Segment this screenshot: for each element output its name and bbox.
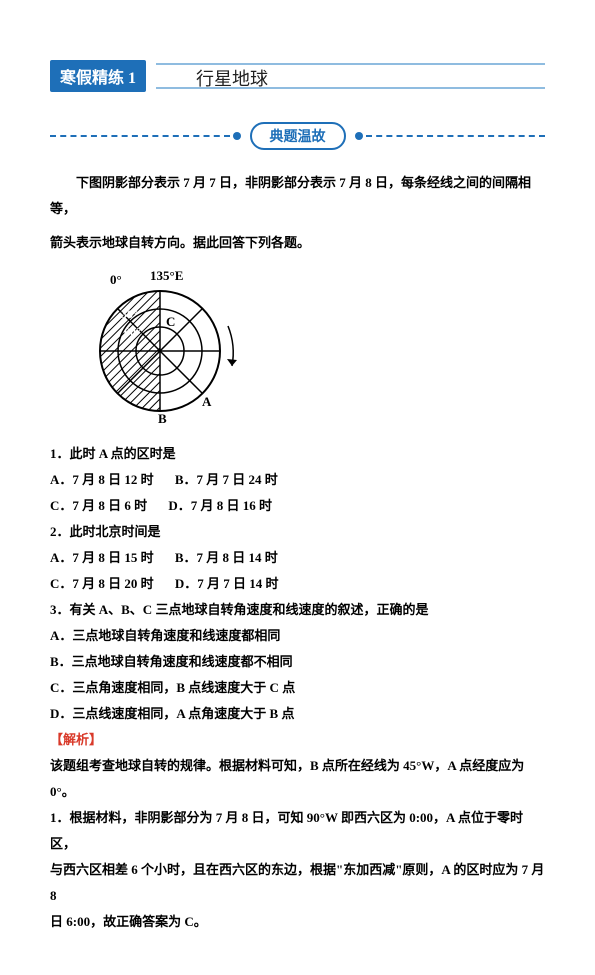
q3-option-a: A．三点地球自转角速度和线速度都相同 (50, 623, 545, 649)
q3-option-c: C．三点角速度相同，B 点线速度大于 C 点 (50, 675, 545, 701)
page-header: 寒假精练 1 行星地球 (50, 60, 545, 92)
q1-option-b: B．7 月 7 日 24 时 (175, 467, 278, 493)
q2-option-a: A．7 月 8 日 15 时 (50, 545, 154, 571)
q2-option-c: C．7 月 8 日 20 时 (50, 571, 154, 597)
q2-options-row1: A．7 月 8 日 15 时 B．7 月 8 日 14 时 (50, 545, 545, 571)
section-divider: 典题温故 (50, 122, 545, 150)
q3-option-d: D．三点线速度相同，A 点角速度大于 B 点 (50, 701, 545, 727)
q2-option-b: B．7 月 8 日 14 时 (175, 545, 278, 571)
analysis-p2: 1．根据材料，非阴影部分为 7 月 8 日，可知 90°W 即西六区为 0:00… (50, 805, 545, 857)
analysis-p1: 该题组考查地球自转的规律。根据材料可知，B 点所在经线为 45°W，A 点经度应… (50, 753, 545, 805)
analysis-p3: 与西六区相差 6 个小时，且在西六区的东边，根据"东加西减"原则，A 的区时应为… (50, 857, 545, 909)
bullet-icon (233, 132, 241, 140)
label-B: B (158, 411, 167, 426)
intro-line-2: 箭头表示地球自转方向。据此回答下列各题。 (50, 230, 545, 256)
analysis-label: 【解析】 (50, 727, 545, 753)
q1-option-a: A．7 月 8 日 12 时 (50, 467, 154, 493)
badge: 寒假精练 1 (50, 60, 146, 92)
label-30: 30° (121, 307, 138, 321)
q2-option-d: D．7 月 7 日 14 时 (175, 571, 279, 597)
intro-line-1: 下图阴影部分表示 7 月 7 日，非阴影部分表示 7 月 8 日，每条经线之间的… (50, 170, 545, 222)
divider-right (366, 135, 546, 137)
bullet-icon (355, 132, 363, 140)
section-label: 典题温故 (250, 122, 346, 150)
q1-option-d: D．7 月 8 日 16 时 (168, 493, 272, 519)
label-60: 60° (124, 325, 141, 339)
q2-options-row2: C．7 月 8 日 20 时 D．7 月 7 日 14 时 (50, 571, 545, 597)
q3-option-b: B．三点地球自转角速度和线速度都不相同 (50, 649, 545, 675)
page-title: 行星地球 (196, 65, 268, 91)
label-135e: 135°E (150, 268, 183, 283)
earth-rotation-diagram: 0° 135°E 30° 60° C B A (80, 266, 545, 431)
label-C: C (166, 314, 175, 329)
q3-stem: 3．有关 A、B、C 三点地球自转角速度和线速度的叙述，正确的是 (50, 597, 545, 623)
q1-stem: 1．此时 A 点的区时是 (50, 441, 545, 467)
divider-left (50, 135, 230, 137)
q2-stem: 2．此时北京时间是 (50, 519, 545, 545)
q1-options-row1: A．7 月 8 日 12 时 B．7 月 7 日 24 时 (50, 467, 545, 493)
rotation-arrow-icon (227, 359, 237, 366)
label-A: A (202, 394, 212, 409)
label-0deg: 0° (110, 272, 122, 287)
title-underline: 行星地球 (156, 63, 545, 89)
q1-option-c: C．7 月 8 日 6 时 (50, 493, 147, 519)
q1-options-row2: C．7 月 8 日 6 时 D．7 月 8 日 16 时 (50, 493, 545, 519)
analysis-p4: 日 6:00，故正确答案为 C。 (50, 909, 545, 935)
